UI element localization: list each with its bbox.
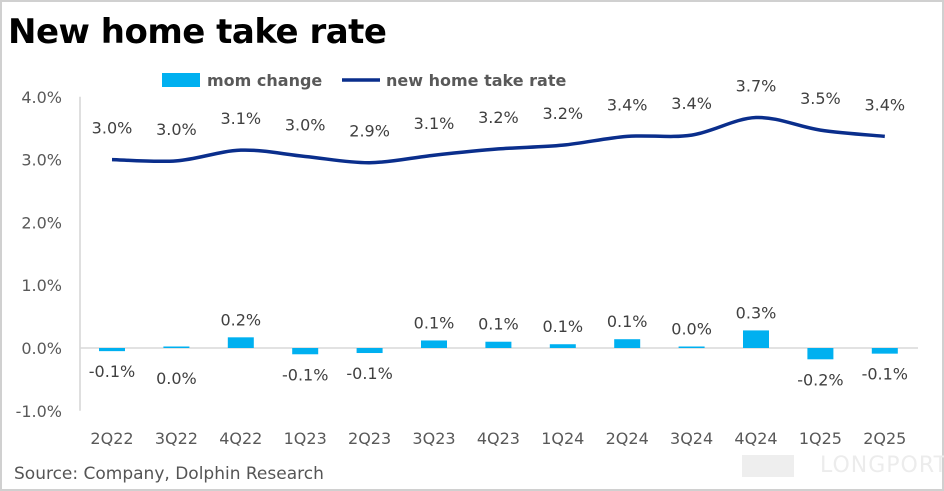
bar-data-label: 0.1% [542,317,583,336]
legend-swatch-mom-change [162,73,200,87]
x-tick-label: 3Q23 [412,429,455,448]
line-data-label: 3.4% [864,95,905,114]
source-note: Source: Company, Dolphin Research [14,464,324,484]
bar [356,348,383,354]
bar [549,344,576,348]
line-data-label: 3.0% [92,119,133,138]
x-tick-label: 2Q22 [90,429,133,448]
bar [99,348,125,352]
x-tick-label: 1Q25 [799,429,842,448]
bar-data-label: 0.2% [220,310,261,329]
bar [614,339,641,348]
x-tick-label: 2Q24 [606,429,649,448]
bar [292,348,319,355]
line-data-label: 3.0% [156,120,197,139]
x-tick-label: 4Q23 [477,429,520,448]
bar [678,346,705,348]
x-tick-label: 3Q22 [155,429,198,448]
line-data-label: 3.4% [671,94,712,113]
line-data-label: 3.2% [478,108,519,127]
bar-data-label: -0.2% [797,370,843,389]
legend-label-mom-change: mom change [207,71,322,90]
bar-data-label: 0.1% [478,315,519,334]
x-tick-label: 4Q24 [734,429,777,448]
bar [807,348,834,360]
line-data-label: 3.2% [542,104,583,123]
y-tick-label: 1.0% [21,276,62,295]
y-tick-label: -1.0% [16,402,62,421]
y-tick-label: 2.0% [21,213,62,232]
bar [421,340,447,348]
bar [871,348,898,354]
line-data-label: 3.4% [607,95,648,114]
x-tick-label: 3Q24 [670,429,713,448]
bar-data-label: -0.1% [282,365,328,384]
watermark-logo: LONGPORT [820,453,944,478]
line-data-label: 3.1% [220,109,261,128]
x-tick-label: 1Q23 [284,429,327,448]
line-data-label: 2.9% [349,122,390,141]
watermark-logo-mark [742,455,794,477]
bar-data-label: 0.0% [156,369,197,388]
line-data-label: 3.5% [800,89,841,108]
bar [485,341,512,348]
bar-data-label: -0.1% [89,362,135,381]
line-data-label: 3.7% [736,77,777,96]
take-rate-line [111,115,885,165]
bar-data-label: 0.1% [414,313,455,332]
y-tick-label: 0.0% [21,339,62,358]
line-data-label: 3.0% [285,115,326,134]
legend-label-take-rate: new home take rate [386,71,566,90]
line-data-label: 3.1% [414,114,455,133]
bar [743,330,769,348]
y-tick-label: 4.0% [21,88,62,107]
y-tick-label: 3.0% [21,151,62,170]
bar-data-label: -0.1% [346,364,392,383]
bar-data-label: 0.1% [607,312,648,331]
chart-title: New home take rate [8,12,387,52]
bar-data-label: 0.0% [671,320,712,339]
x-tick-label: 4Q22 [219,429,262,448]
bar [163,346,190,348]
x-tick-label: 1Q24 [541,429,584,448]
bar-data-label: 0.3% [736,303,777,322]
x-tick-label: 2Q25 [863,429,906,448]
bar-data-label: -0.1% [862,365,908,384]
bar [227,337,254,348]
x-tick-label: 2Q23 [348,429,391,448]
